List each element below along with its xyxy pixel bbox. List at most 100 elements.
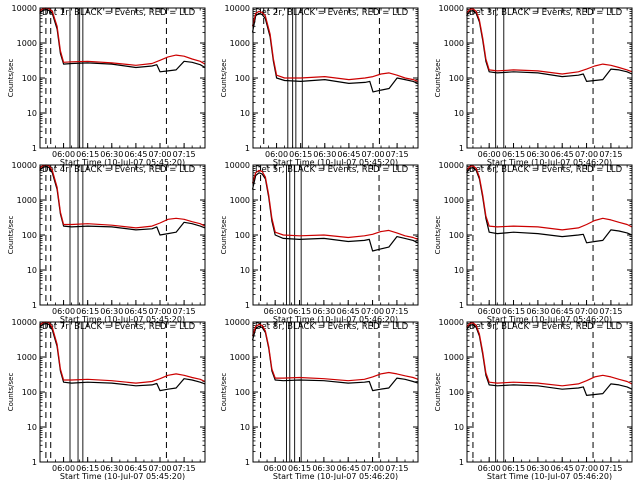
x-tick-label: 07:15 [599,307,622,316]
series-events-line [466,323,633,396]
y-tick-label: 10000 [439,318,464,327]
x-tick-label: 06:30 [312,464,335,473]
y-axis-label: Counts/sec [220,59,228,98]
x-tick-label: 06:15 [288,464,311,473]
plot-frame [466,321,633,463]
y-axis-label: Counts/sec [7,373,15,412]
series-events-line [466,166,633,244]
y-tick-label: 100 [235,231,250,240]
x-tick-label: 06:00 [478,464,501,473]
chart-title: Det 5r, BLACK = Events, RED = LLD [255,165,409,175]
chart-title: Det 4r, BLACK = Events, RED = LLD [42,165,196,175]
series-events-line [39,323,206,392]
x-tick-label: 06:30 [526,464,549,473]
y-tick-label: 100 [22,231,37,240]
y-axis-label: Counts/sec [434,373,442,412]
x-tick-label: 07:00 [361,150,384,159]
y-axis-label: Counts/sec [220,373,228,412]
chart-panel-1: Det 1r, BLACK = Events, RED = LLD 1 10 100 1… [7,4,206,167]
x-tick-label: 06:45 [337,150,360,159]
x-tick-label: 07:00 [148,464,171,473]
series-events-line [39,9,206,73]
y-tick-label: 10000 [225,318,250,327]
x-tick-label: 06:15 [502,307,525,316]
series-events-line [39,166,206,236]
y-tick-label: 1000 [444,353,464,362]
y-tick-label: 100 [235,74,250,83]
x-tick-label: 06:45 [551,150,574,159]
chart-title: Det 7r, BLACK = Events, RED = LLD [42,322,196,332]
series-events-line [251,325,419,392]
chart-panel-9: Det 9r, BLACK = Events, RED = LLD 1 10 100 1… [434,318,633,480]
x-tick-label: 06:15 [502,464,525,473]
x-tick-label: 06:00 [265,150,288,159]
y-tick-label: 10000 [439,161,464,170]
y-tick-label: 10 [27,423,37,432]
x-tick-label: 07:15 [173,307,196,316]
chart-title: Det 6r, BLACK = Events, RED = LLD [469,165,623,175]
x-tick-label: 06:30 [526,307,549,316]
x-tick-label: 07:00 [361,464,384,473]
x-tick-label: 06:45 [124,150,147,159]
plot-frame [39,164,206,306]
x-tick-label: 06:00 [264,307,287,316]
y-tick-label: 1 [32,144,37,153]
y-tick-label: 10000 [439,4,464,13]
x-axis-label: Start Time (10-Jul-07 05:46:20) [273,472,398,480]
x-tick-label: 06:30 [526,150,549,159]
series-lld-line [39,7,206,66]
x-tick-label: 06:45 [124,307,147,316]
y-tick-label: 10 [27,266,37,275]
x-tick-label: 07:15 [385,464,408,473]
x-axis-label: Start Time (10-Jul-07 05:45:20) [60,158,185,167]
y-tick-label: 1 [245,458,250,467]
x-axis-label: Start Time (10-Jul-07 05:46:20) [487,158,612,167]
x-tick-label: 07:00 [148,307,171,316]
y-tick-label: 10000 [12,4,37,13]
y-tick-label: 100 [235,388,250,397]
y-tick-label: 1000 [17,196,37,205]
x-tick-label: 06:15 [288,307,311,316]
series-lld-line [39,321,206,384]
chart-title: Det 8r, BLACK = Events, RED = LLD [255,322,409,332]
x-tick-label: 06:00 [478,150,501,159]
x-tick-label: 06:00 [52,307,75,316]
y-tick-label: 100 [449,231,464,240]
series-lld-line [251,10,419,82]
y-tick-label: 1 [32,301,37,310]
y-tick-label: 100 [449,388,464,397]
x-tick-label: 06:45 [551,307,574,316]
x-tick-label: 07:15 [173,150,196,159]
series-events-line [251,12,419,93]
series-lld-line [39,164,206,229]
y-axis-label: Counts/sec [434,59,442,98]
chart-panel-5: Det 5r, BLACK = Events, RED = LLD 1 10 100 1… [220,161,419,324]
series-lld-line [466,165,633,231]
chart-panel-8: Det 8r, BLACK = Events, RED = LLD 1 10 100 1… [220,318,419,480]
x-tick-label: 06:30 [100,150,123,159]
y-tick-label: 10 [454,423,464,432]
y-tick-label: 1000 [230,353,250,362]
series-lld-line [251,169,419,240]
x-axis-label: Start Time (10-Jul-07 05:45:20) [60,472,185,480]
x-tick-label: 07:15 [386,150,409,159]
y-tick-label: 1 [245,144,250,153]
y-tick-label: 10000 [225,161,250,170]
x-tick-label: 06:15 [289,150,312,159]
x-tick-label: 06:30 [100,464,123,473]
y-tick-label: 1 [459,301,464,310]
y-tick-label: 1 [459,458,464,467]
x-axis-label: Start Time (10-Jul-07 05:46:20) [487,472,612,480]
y-tick-label: 10 [454,266,464,275]
x-tick-label: 07:00 [575,464,598,473]
plot-frame [252,7,419,149]
y-tick-label: 10000 [12,318,37,327]
y-axis-label: Counts/sec [7,216,15,255]
x-tick-label: 07:00 [148,150,171,159]
series-events-line [251,172,419,252]
x-tick-label: 07:00 [575,307,598,316]
x-tick-label: 07:00 [361,307,384,316]
y-tick-label: 1000 [444,39,464,48]
y-tick-label: 1 [459,144,464,153]
